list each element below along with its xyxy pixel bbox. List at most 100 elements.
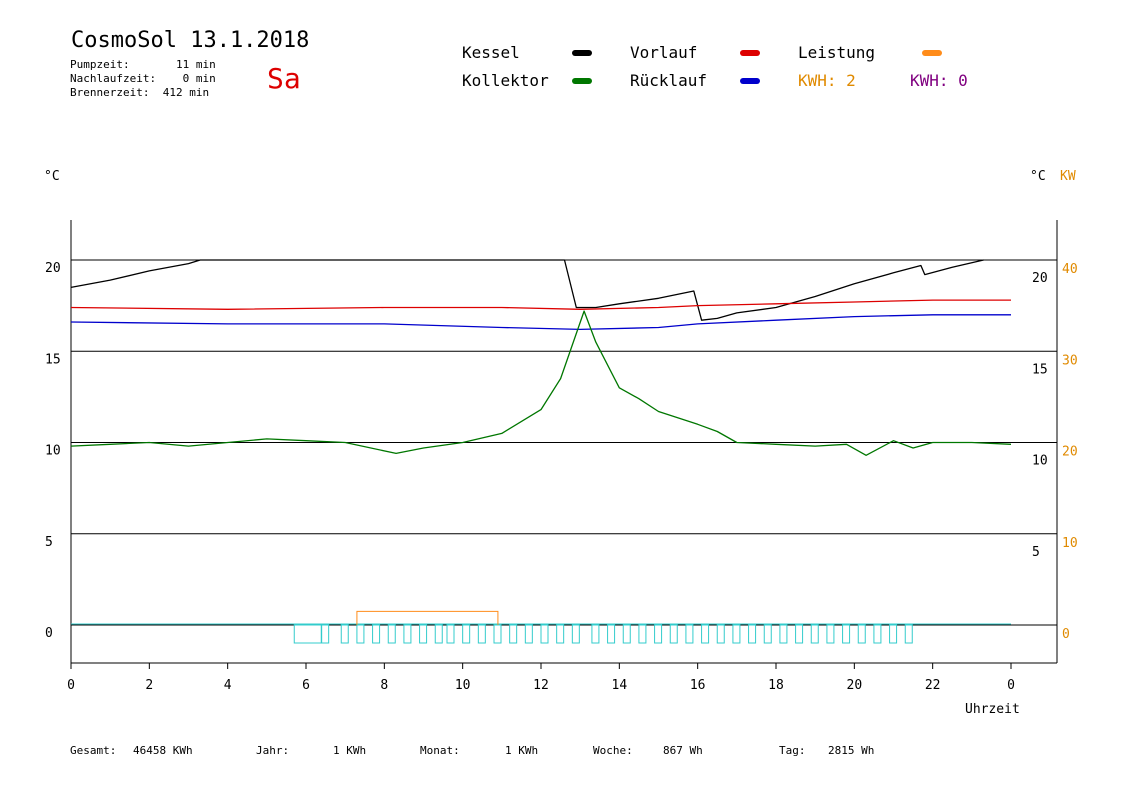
kwh-orange-label: KWH: 2 (798, 71, 856, 90)
legend-kollektor-swatch (572, 78, 592, 84)
pump-pulse (419, 624, 428, 644)
legend-vorlauf-label: Vorlauf (630, 43, 698, 62)
monat-label: Monat: (420, 744, 460, 757)
pump-pulse (826, 624, 835, 644)
right-axis-unit: °C (1030, 169, 1046, 184)
x-tick-9: 18 (768, 678, 784, 693)
legend-leistung-label: Leistung (798, 43, 876, 62)
y-tick-right-10: 10 (1032, 454, 1048, 469)
x-tick-11: 22 (925, 678, 941, 693)
y-tick-right-5: 5 (1032, 545, 1040, 560)
pump-pulse (477, 624, 486, 644)
legend-leistung-swatch (922, 50, 942, 56)
legend-kessel-label: Kessel (462, 43, 520, 62)
x-tick-4: 8 (380, 678, 388, 693)
pump-pulse (654, 624, 663, 644)
y-tick-left-20: 20 (45, 261, 61, 276)
pump-pulse (842, 624, 851, 644)
pump-pulse (356, 624, 365, 644)
nachlaufzeit-text: Nachlaufzeit: 0 min (70, 72, 216, 85)
y-tick-left-10: 10 (45, 444, 61, 459)
pump-pulse (904, 624, 913, 644)
pump-pulse (763, 624, 772, 644)
gesamt-label: Gesamt: (70, 744, 117, 757)
pump-pulse (622, 624, 631, 644)
pump-pulse (462, 624, 471, 644)
pump-pulse (779, 624, 788, 644)
pump-pulse (540, 624, 549, 644)
y-tick-left-15: 15 (45, 352, 61, 367)
pump-pulse (387, 624, 396, 644)
y-tick-kw-0: 0 (1062, 627, 1070, 642)
legend-kessel-swatch (572, 50, 592, 56)
pump-pulse (340, 624, 349, 644)
series-ruecklauf-line (70, 314, 1011, 331)
x-tick-6: 12 (533, 678, 549, 693)
y-tick-right-15: 15 (1032, 362, 1048, 377)
y-tick-left-5: 5 (45, 535, 53, 550)
series-vorlauf-line (70, 299, 1011, 310)
pump-pulse (748, 624, 757, 644)
x-tick-3: 6 (302, 678, 310, 693)
pump-pulse (716, 624, 725, 644)
pump-pulse (321, 624, 330, 644)
pump-pulse (638, 624, 647, 644)
pump-pulse (701, 624, 710, 644)
weekday-label: Sa (267, 62, 301, 95)
pump-pulse (889, 624, 898, 644)
pump-pulse (607, 624, 616, 644)
pump-pulse (685, 624, 694, 644)
y-tick-left-0: 0 (45, 626, 53, 641)
legend-ruecklauf-swatch (740, 78, 760, 84)
woche-label: Woche: (593, 744, 633, 757)
series-kessel-line (70, 259, 984, 321)
pump-pulse (293, 624, 322, 644)
gesamt-value: 46458 KWh (133, 744, 193, 757)
leistung-line (356, 610, 499, 625)
pumpzeit-text: Pumpzeit: 11 min (70, 58, 216, 71)
legend-kollektor-label: Kollektor (462, 71, 549, 90)
pump-pulse (669, 624, 678, 644)
y-tick-kw-20: 20 (1062, 445, 1078, 460)
pump-pulse (795, 624, 804, 644)
brennerzeit-text: Brennerzeit: 412 min (70, 86, 210, 99)
pump-pulse (873, 624, 882, 644)
x-tick-0: 0 (67, 678, 75, 693)
y-tick-kw-10: 10 (1062, 536, 1078, 551)
jahr-value: 1 KWh (333, 744, 367, 757)
pump-pulse (493, 624, 502, 644)
tag-label: Tag: (779, 744, 806, 757)
pump-pulse (372, 624, 381, 644)
series-kollektor-line (70, 310, 1012, 456)
monat-value: 1 KWh (505, 744, 539, 757)
legend-ruecklauf-label: Rücklauf (630, 71, 708, 90)
y-tick-kw-40: 40 (1062, 262, 1078, 277)
legend-vorlauf-swatch (740, 50, 760, 56)
page-title: CosmoSol 13.1.2018 (71, 28, 310, 53)
kwh-purple-label: KWH: 0 (910, 71, 968, 90)
x-tick-5: 10 (455, 678, 471, 693)
pump-pulse (509, 624, 518, 644)
pump-pulse (571, 624, 580, 644)
pump-pulse (591, 624, 600, 644)
right-axis-kw-unit: KW (1060, 169, 1076, 184)
x-tick-1: 2 (145, 678, 153, 693)
pump-pulse (810, 624, 819, 644)
pump-pulse (434, 624, 443, 644)
left-axis-unit: °C (44, 169, 60, 184)
pump-pulse (857, 624, 866, 644)
x-tick-7: 14 (612, 678, 628, 693)
x-tick-8: 16 (690, 678, 706, 693)
y-tick-right-20: 20 (1032, 271, 1048, 286)
y-tick-kw-30: 30 (1062, 353, 1078, 368)
pump-pulse (403, 624, 412, 644)
jahr-label: Jahr: (256, 744, 290, 757)
pump-pulse (524, 624, 533, 644)
pump-pulse (732, 624, 741, 644)
x-tick-12: 0 (1007, 678, 1015, 693)
pump-pulse (556, 624, 565, 644)
x-tick-2: 4 (224, 678, 232, 693)
pump-pulse (446, 624, 455, 644)
tag-value: 2815 Wh (828, 744, 875, 757)
